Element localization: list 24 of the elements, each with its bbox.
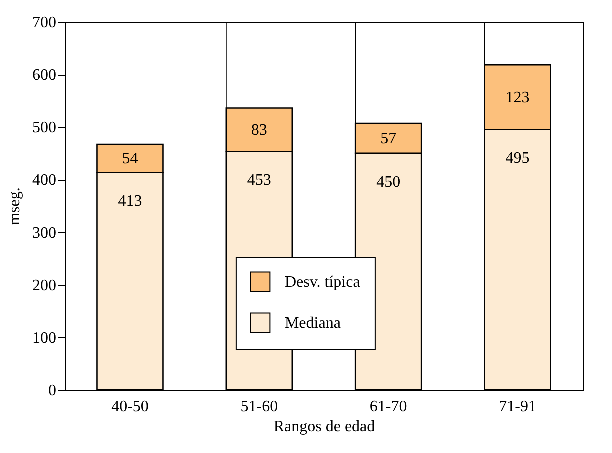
data-label: 413: [118, 193, 142, 210]
x-axis-title: Rangos de edad: [274, 418, 376, 436]
data-label: 123: [506, 89, 530, 106]
legend-label: Desv. típica: [284, 274, 360, 292]
legend-label: Mediana: [284, 315, 341, 332]
data-label: 453: [247, 172, 272, 190]
y-tick-label: 100: [32, 330, 56, 347]
data-label: 450: [376, 174, 401, 191]
y-tick-label: 400: [32, 172, 56, 190]
y-axis-title: mseg.: [6, 188, 24, 226]
y-tick-label: 500: [32, 120, 56, 137]
y-tick-label: 700: [32, 14, 56, 32]
x-tick-label: 51-60: [240, 398, 278, 416]
data-label: 54: [122, 150, 138, 168]
y-tick-label: 300: [32, 224, 56, 242]
y-tick-label: 600: [32, 67, 56, 84]
data-label: 57: [380, 130, 397, 148]
y-tick-label: 200: [32, 277, 56, 294]
data-label: 495: [506, 150, 530, 168]
x-tick-label: 71-91: [499, 398, 536, 416]
x-tick-label: 40-50: [112, 398, 149, 416]
y-tick-label: 0: [48, 382, 56, 400]
data-label: 83: [251, 122, 268, 140]
x-tick-label: 61-70: [370, 398, 408, 416]
